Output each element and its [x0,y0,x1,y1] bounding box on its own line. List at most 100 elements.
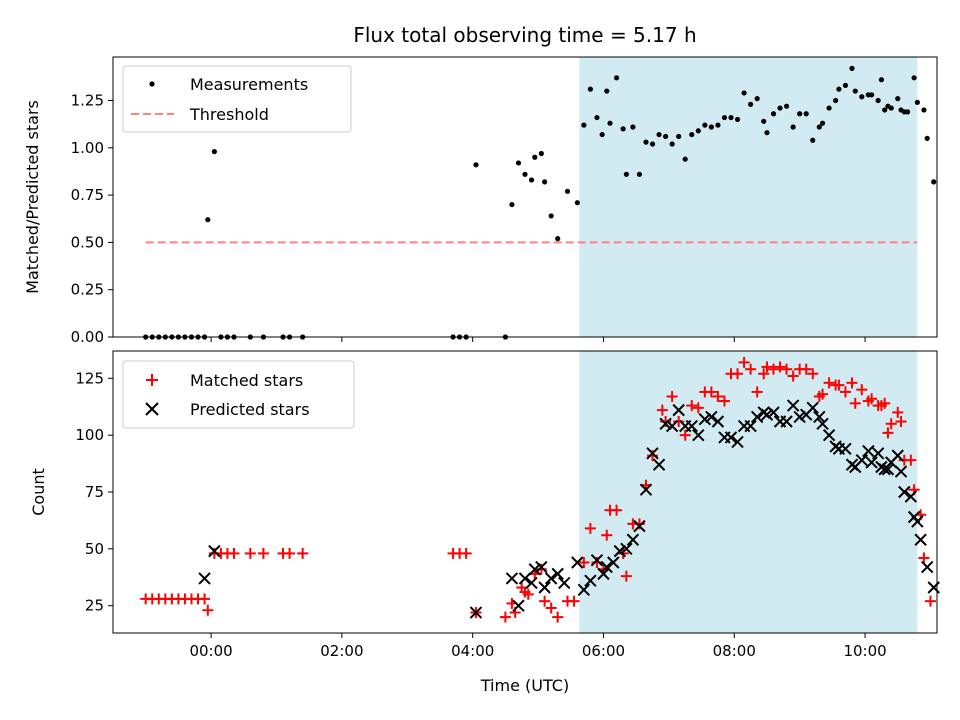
count-ytick-label: 125 [75,369,104,387]
measurement-point [548,213,554,219]
measurement-point [790,124,796,130]
matched-star-point [584,522,596,534]
predicted-star-point [600,560,613,574]
measurement-point [924,135,930,141]
predicted-star-point [698,413,712,426]
measurement-point [599,131,605,138]
predicted-star-point [633,519,646,533]
predicted-star-point [894,465,908,478]
ratio-legend: Measurements Threshold [122,65,352,133]
ratio-ylabel: Matched/Predicted stars [23,100,42,294]
matched-star-point [601,529,613,541]
predicted-star-point [208,544,221,558]
matched-star-point [781,363,793,375]
ratio-ytick-label: 1.25 [71,92,104,110]
ratio-ytick-label: 1.00 [71,139,104,157]
matched-star-point [738,356,750,368]
matched-star-point [620,570,632,582]
count-ytick-label: 50 [85,540,104,558]
predicted-star-point [904,490,918,503]
measurement-point [869,92,875,98]
measurement-point [473,162,479,168]
measurement-point [607,120,613,126]
measurement-point [669,141,675,147]
measurement-point [532,154,538,160]
predicted-star-point [865,456,878,469]
predicted-star-point [731,435,744,449]
measurement-point [538,150,544,157]
predicted-star-point [822,428,836,442]
predicted-star-point [626,533,640,546]
measurement-point [882,107,888,113]
matched-star-point [892,406,904,418]
matched-star-point [882,427,894,439]
predicted-star-point [881,463,895,476]
count-ylabel: Count [29,468,48,516]
predicted-star-point [528,563,542,576]
predicted-star-point [525,576,538,590]
predicted-star-point [750,410,764,424]
matched-star-point [611,504,623,516]
measurement-point [630,124,636,130]
predicted-star-point [518,572,532,585]
matched-star-point [705,386,717,398]
measurement-point [764,130,770,136]
predicted-star-point [780,415,793,428]
measurement-point [914,99,920,106]
measurement-point [721,114,728,121]
matched-star-point [297,547,309,559]
matched-star-point [839,386,851,398]
predicted-star-point [914,533,927,546]
measurement-point [849,65,855,71]
measurement-point [682,156,688,162]
measurement-point [816,124,822,130]
predicted-star-point [551,567,564,581]
measurement-point [623,171,629,177]
matched-star-point [228,547,240,559]
measurement-point [888,105,894,111]
legend-measurements-marker [149,81,155,87]
ratio-legend-box [122,65,352,133]
matched-star-point [787,370,799,382]
matched-star-point [768,363,780,375]
measurement-point [748,101,754,107]
count-marks [140,356,940,623]
measurement-point [211,148,217,155]
predicted-star-point [613,544,627,558]
matched-star-point [885,418,897,430]
measurement-point [911,75,917,81]
matched-star-point [686,400,698,412]
measurement-point [859,94,865,100]
measurement-point [702,122,708,128]
matched-star-point [539,595,551,607]
matched-star-point [199,593,211,605]
count-xtick-label: 06:00 [582,642,625,660]
predicted-star-point [855,453,869,467]
predicted-star-point [607,556,620,569]
matched-star-point [732,368,744,380]
predicted-star-point [558,576,571,590]
measurement-point [708,124,714,130]
count-axis-ticks: 25 50 75 100 125 00:00 02:00 04:00 06:00 08:00 10:… [75,369,886,660]
predicted-star-point [659,417,672,430]
ratio-ytick-label: 0.00 [71,328,104,346]
predicted-star-point [577,583,591,596]
predicted-star-point [685,419,698,433]
ratio-marks [143,65,937,340]
predicted-star-point [672,403,685,417]
matched-star-point [656,404,668,416]
matched-star-point [718,395,730,407]
matched-star-point [817,388,829,400]
predicted-star-point [711,415,725,428]
ratio-axis-ticks: 0.00 0.25 0.50 0.75 1.00 1.25 [71,92,866,346]
predicted-star-point [544,572,558,585]
legend-matched-label: Matched stars [190,371,303,390]
measurement-point [205,217,211,223]
measurement-point [878,77,885,83]
count-xtick-label: 08:00 [713,642,756,660]
predicted-star-point [911,515,924,528]
predicted-star-point [198,572,211,585]
measurement-point [528,177,535,183]
predicted-star-point [512,599,525,612]
matched-star-point [745,363,757,375]
